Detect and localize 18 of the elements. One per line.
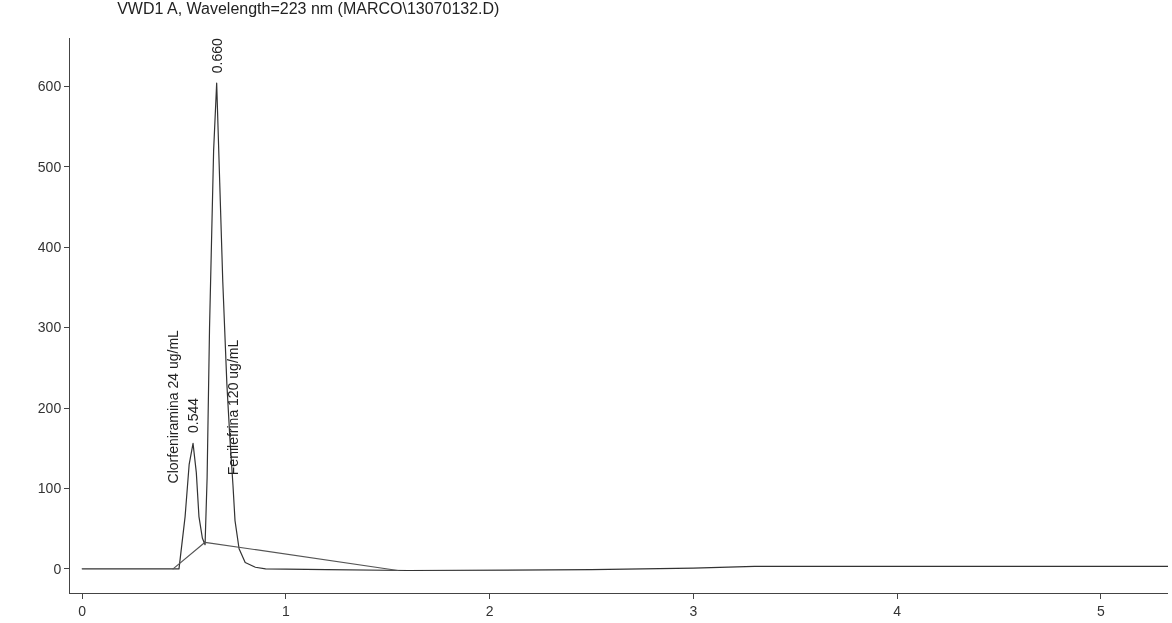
x-tick-label: 4 [893,602,902,619]
y-tick-label: 400 [37,239,62,256]
x-tick-label: 0 [78,602,87,619]
y-tick-label: 200 [37,399,62,416]
annotation: Clorfeniramina 24 ug/mL [164,329,181,484]
chart-title: VWD1 A, Wavelength=223 nm (MARCO\13070132.D) [117,0,500,18]
x-tick-label: 3 [689,602,698,619]
annotation: 0.660 [209,37,226,74]
x-tick-label: 5 [1096,602,1105,619]
x-tick-label: 1 [282,602,291,619]
y-tick-label: 0 [53,560,62,577]
annotation: 0.544 [185,397,202,433]
y-tick-label: 600 [37,78,62,95]
y-tick-label: 500 [37,158,62,175]
y-tick-label: 300 [37,319,62,336]
x-tick-label: 2 [485,602,494,619]
y-tick-label: 100 [37,480,62,497]
annotation: Fenilefrina 120 ug/mL [224,339,241,476]
